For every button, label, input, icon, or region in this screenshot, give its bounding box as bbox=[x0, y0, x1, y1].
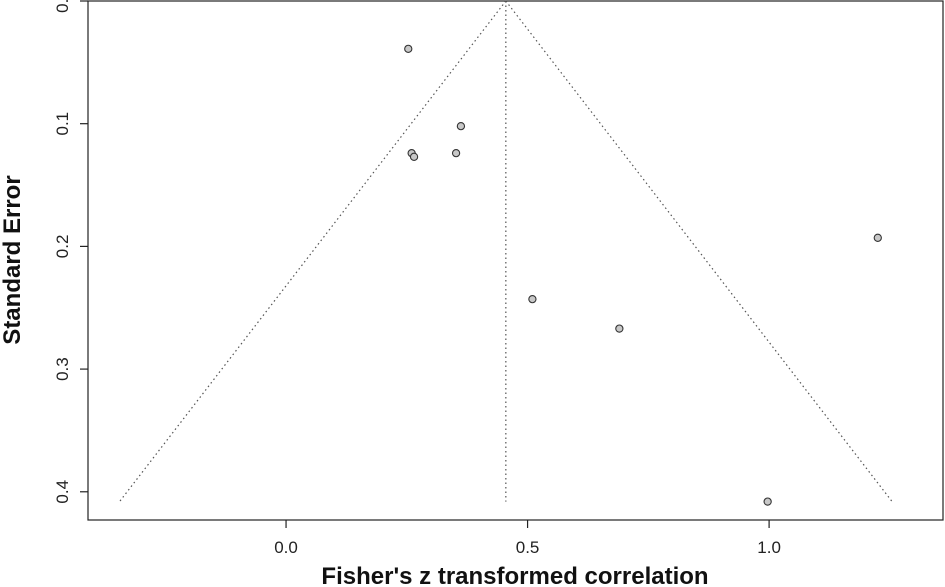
data-point bbox=[528, 294, 537, 304]
y-tick-label: 0.2 bbox=[53, 235, 72, 259]
x-tick-label: 0.0 bbox=[274, 538, 298, 557]
x-axis-title: Fisher's z transformed correlation bbox=[321, 563, 708, 587]
data-point bbox=[451, 148, 461, 158]
y-axis: 0.0 0.1 0.2 0.3 0.4 bbox=[53, 0, 88, 504]
y-tick-label: 0.3 bbox=[53, 357, 72, 381]
x-tick-label: 1.0 bbox=[757, 538, 781, 557]
y-tick-label: 0.1 bbox=[53, 112, 72, 136]
data-point bbox=[763, 497, 772, 506]
x-tick-label: 0.5 bbox=[516, 538, 540, 557]
data-point bbox=[409, 152, 419, 161]
data-point bbox=[456, 121, 466, 131]
y-axis-title: Standard Error bbox=[0, 175, 26, 344]
x-axis: 0.0 0.5 1.0 bbox=[274, 520, 781, 557]
data-point bbox=[404, 44, 413, 54]
funnel-right-line bbox=[505, 0, 893, 502]
y-tick-label: 0.4 bbox=[53, 480, 72, 504]
plot-frame bbox=[87, 0, 944, 521]
data-point bbox=[615, 324, 624, 333]
funnel-left-line bbox=[119, 0, 507, 502]
data-points bbox=[404, 44, 882, 506]
y-tick-label: 0.0 bbox=[53, 0, 72, 13]
funnel-lines bbox=[119, 0, 893, 502]
data-point bbox=[873, 233, 882, 242]
